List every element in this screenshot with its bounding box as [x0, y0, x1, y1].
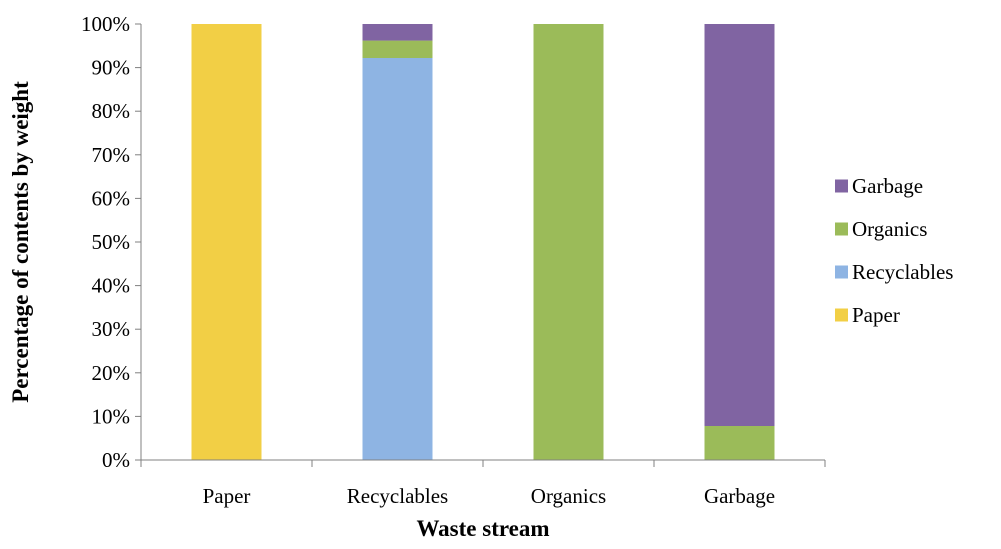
y-tick-label: 60%: [92, 186, 131, 210]
bar-recyclables-organics: [362, 40, 433, 59]
bar-paper-paper: [191, 24, 262, 460]
x-tick-label: Recyclables: [347, 484, 448, 508]
x-axis-title: Waste stream: [416, 516, 549, 541]
y-tick-label: 20%: [92, 361, 131, 385]
legend-swatch-recyclables: [835, 265, 848, 279]
y-tick-label: 40%: [92, 274, 131, 298]
bar-recyclables-recyclables: [362, 58, 433, 461]
x-tick-label: Paper: [203, 484, 251, 508]
y-axis-ticks: 0% 10% 20% 30% 40% 50% 60% 70% 80% 90% 100%: [81, 12, 141, 472]
y-axis-title: Percentage of contents by weight: [8, 81, 33, 403]
y-tick-label: 0%: [102, 448, 130, 472]
y-tick-label: 90%: [92, 56, 131, 80]
legend-swatch-garbage: [835, 179, 848, 193]
y-tick-label: 100%: [81, 12, 130, 36]
legend-label-recyclables: Recyclables: [852, 260, 953, 284]
x-axis-ticks: Paper Recyclables Organics Garbage: [140, 460, 826, 508]
y-tick-label: 30%: [92, 317, 131, 341]
legend-swatch-organics: [835, 222, 848, 236]
y-tick-label: 70%: [92, 143, 131, 167]
bar-garbage-garbage: [704, 24, 775, 426]
y-tick-label: 80%: [92, 99, 131, 123]
bar-organics-organics: [533, 24, 604, 460]
legend-label-paper: Paper: [852, 303, 900, 327]
legend-label-organics: Organics: [852, 217, 927, 241]
y-tick-label: 50%: [92, 230, 131, 254]
bar-group: [191, 24, 775, 461]
x-tick-label: Organics: [531, 484, 606, 508]
bar-garbage-organics: [704, 425, 775, 460]
legend-label-garbage: Garbage: [852, 174, 923, 198]
x-tick-label: Garbage: [704, 484, 775, 508]
legend-swatch-paper: [835, 308, 848, 322]
bar-recyclables-garbage: [362, 24, 433, 41]
legend: Garbage Organics Recyclables Paper: [835, 174, 953, 327]
y-tick-label: 10%: [92, 404, 131, 428]
